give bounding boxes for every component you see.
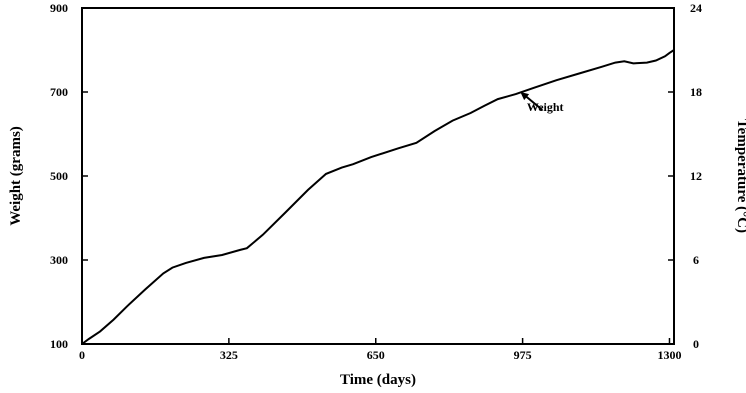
x-tick-label: 325 [220,348,238,362]
y-tick-label: 900 [50,1,68,15]
annotation-arrow-head [520,92,530,101]
annotation-arrow-shaft [523,94,543,111]
x-axis-title: Time (days) [340,372,416,388]
x-tick-label: 0 [79,348,85,362]
y-tick-label: 100 [50,337,68,351]
y2-tick-label: 18 [690,85,702,99]
y-tick-label: 500 [50,169,68,183]
x-tick-label: 1300 [657,348,681,362]
y2-tick-label: 6 [693,253,699,267]
y2-axis-title: Temperature (°C) [734,119,746,233]
y2-tick-label: 0 [693,337,699,351]
weight-annotation: Weight [520,92,564,114]
y-axis-title: Weight (grams) [8,126,24,226]
y2-tick-label: 24 [690,1,702,15]
y2-tick-label: 12 [690,169,702,183]
y-tick-label: 300 [50,253,68,267]
tick-labels: 0 325 650 975 1300 100 300 500 700 900 0 6 12 18 24 [50,1,702,362]
x-tick-label: 650 [367,348,385,362]
x-tick-label: 975 [514,348,532,362]
annotation-label: Weight [527,100,564,114]
tick-marks [81,7,674,345]
weight-series-line [81,49,675,345]
plot-frame [81,7,675,345]
y-tick-label: 700 [50,85,68,99]
